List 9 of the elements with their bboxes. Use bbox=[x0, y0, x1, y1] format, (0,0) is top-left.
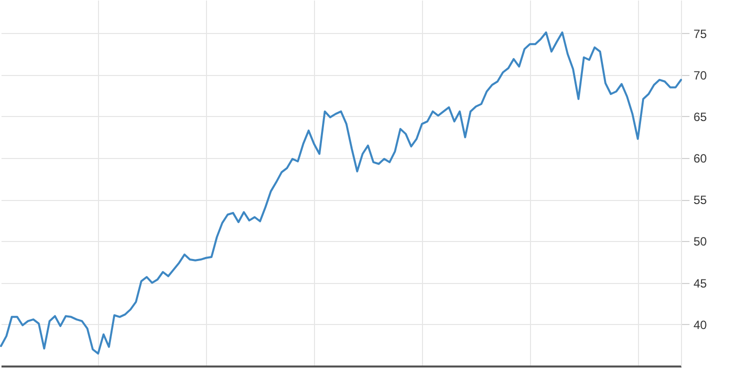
y-tick-label: 75 bbox=[694, 26, 708, 41]
y-tick-label: 50 bbox=[694, 234, 708, 249]
y-tick-label: 45 bbox=[694, 276, 708, 290]
y-tick-label: 65 bbox=[694, 110, 708, 124]
y-tick-label: 55 bbox=[694, 193, 708, 208]
line-series bbox=[0, 31, 682, 355]
y-tick-label: 40 bbox=[694, 318, 708, 332]
y-tick-label: 70 bbox=[694, 68, 708, 82]
y-tick-label: 60 bbox=[694, 152, 708, 166]
